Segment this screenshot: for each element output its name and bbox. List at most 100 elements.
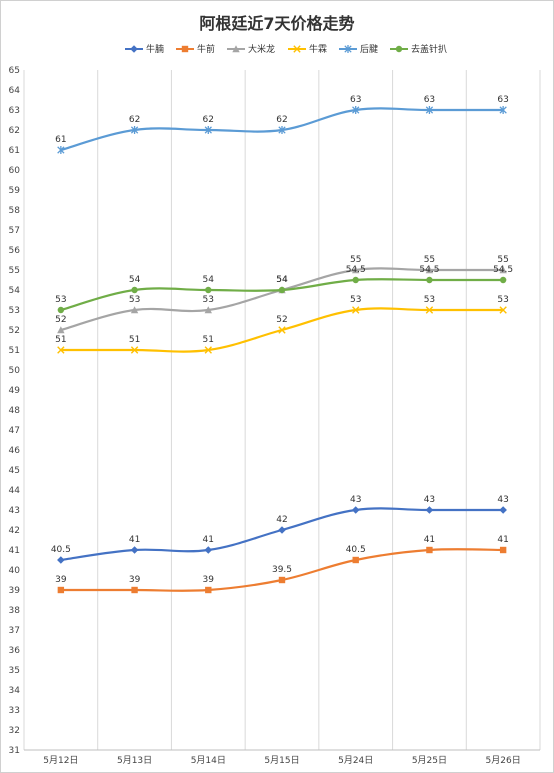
data-point bbox=[130, 306, 139, 314]
y-tick-label: 38 bbox=[9, 606, 21, 616]
data-label: 54 bbox=[276, 275, 288, 285]
y-tick-label: 64 bbox=[9, 86, 21, 96]
legend-marker bbox=[395, 45, 403, 53]
x-tick-label: 5月26日 bbox=[486, 755, 521, 766]
data-point bbox=[278, 326, 286, 334]
y-tick-label: 63 bbox=[9, 106, 20, 116]
data-point bbox=[204, 346, 212, 354]
data-point bbox=[204, 126, 212, 134]
data-point bbox=[352, 276, 359, 284]
data-label: 41 bbox=[424, 535, 435, 545]
y-tick-label: 39 bbox=[9, 586, 21, 596]
legend-marker bbox=[293, 45, 301, 53]
data-point bbox=[425, 506, 434, 514]
y-tick-label: 49 bbox=[9, 386, 21, 396]
y-tick-label: 55 bbox=[9, 266, 20, 276]
y-tick-label: 56 bbox=[9, 246, 21, 256]
data-label: 40.5 bbox=[51, 545, 71, 555]
data-label: 53 bbox=[55, 295, 66, 305]
data-point bbox=[426, 546, 433, 554]
data-point bbox=[352, 266, 360, 274]
y-tick-label: 33 bbox=[9, 706, 20, 716]
data-label: 41 bbox=[497, 535, 508, 545]
legend-label: 去盖针扒 bbox=[411, 43, 447, 55]
data-label: 63 bbox=[424, 95, 435, 105]
data-point bbox=[204, 546, 213, 554]
data-point bbox=[352, 556, 359, 564]
data-point bbox=[425, 106, 434, 114]
data-label: 39 bbox=[55, 575, 67, 585]
y-tick-label: 31 bbox=[9, 746, 20, 756]
data-label: 53 bbox=[424, 295, 435, 305]
data-label: 54.5 bbox=[419, 265, 439, 275]
y-tick-label: 36 bbox=[9, 646, 21, 656]
legend-marker bbox=[232, 45, 240, 53]
data-point bbox=[204, 306, 212, 314]
data-label: 62 bbox=[129, 115, 140, 125]
data-point bbox=[57, 556, 65, 564]
data-label: 39 bbox=[129, 575, 141, 585]
data-label: 53 bbox=[497, 295, 508, 305]
data-label: 43 bbox=[424, 495, 435, 505]
y-tick-label: 52 bbox=[9, 326, 20, 336]
data-point bbox=[499, 546, 507, 554]
chart-title: 阿根廷近7天价格走势 bbox=[199, 14, 355, 33]
data-label: 55 bbox=[497, 255, 508, 265]
data-point bbox=[352, 106, 360, 114]
y-tick-label: 65 bbox=[9, 66, 20, 76]
y-tick-label: 59 bbox=[9, 186, 21, 196]
y-tick-label: 42 bbox=[9, 526, 20, 536]
data-label: 39 bbox=[203, 575, 215, 585]
data-label: 54.5 bbox=[346, 265, 366, 275]
data-point bbox=[205, 586, 212, 594]
y-tick-label: 53 bbox=[9, 306, 20, 316]
data-label: 62 bbox=[276, 115, 287, 125]
data-point bbox=[426, 276, 433, 284]
y-tick-label: 58 bbox=[9, 206, 21, 216]
data-label: 51 bbox=[203, 335, 214, 345]
x-tick-label: 5月15日 bbox=[264, 755, 299, 766]
y-tick-label: 54 bbox=[9, 286, 21, 296]
y-tick-label: 35 bbox=[9, 666, 20, 676]
data-point bbox=[130, 126, 139, 134]
y-tick-label: 62 bbox=[9, 126, 20, 136]
data-point bbox=[278, 576, 286, 584]
x-tick-label: 5月13日 bbox=[117, 755, 152, 766]
data-label: 54 bbox=[276, 275, 288, 285]
data-label: 52 bbox=[55, 315, 66, 325]
y-tick-label: 46 bbox=[9, 446, 21, 456]
x-tick-label: 5月14日 bbox=[191, 755, 226, 766]
legend-label: 大米龙 bbox=[248, 43, 275, 55]
y-tick-label: 50 bbox=[9, 366, 21, 376]
data-point bbox=[278, 286, 286, 294]
y-tick-label: 41 bbox=[9, 546, 20, 556]
data-point bbox=[425, 306, 434, 314]
y-tick-label: 57 bbox=[9, 226, 20, 236]
data-label: 62 bbox=[203, 115, 214, 125]
y-tick-label: 44 bbox=[9, 486, 21, 496]
data-label: 41 bbox=[203, 535, 214, 545]
data-label: 54.5 bbox=[493, 265, 513, 275]
data-point bbox=[499, 506, 507, 514]
data-point bbox=[278, 526, 286, 534]
y-tick-label: 37 bbox=[9, 626, 20, 636]
legend-label: 牛腩 bbox=[146, 43, 164, 55]
data-label: 51 bbox=[129, 335, 140, 345]
data-label: 41 bbox=[129, 535, 140, 545]
data-point bbox=[57, 586, 65, 594]
y-tick-label: 51 bbox=[9, 346, 20, 356]
legend-marker bbox=[344, 45, 352, 53]
data-label: 43 bbox=[497, 495, 508, 505]
data-point bbox=[499, 266, 507, 274]
data-point bbox=[57, 326, 65, 334]
y-tick-label: 43 bbox=[9, 506, 20, 516]
legend-label: 后腱 bbox=[360, 43, 378, 55]
y-tick-label: 40 bbox=[9, 566, 21, 576]
data-point bbox=[278, 126, 286, 134]
data-point bbox=[499, 276, 507, 284]
x-tick-label: 5月12日 bbox=[43, 755, 78, 766]
data-label: 63 bbox=[497, 95, 508, 105]
data-point bbox=[499, 106, 507, 114]
